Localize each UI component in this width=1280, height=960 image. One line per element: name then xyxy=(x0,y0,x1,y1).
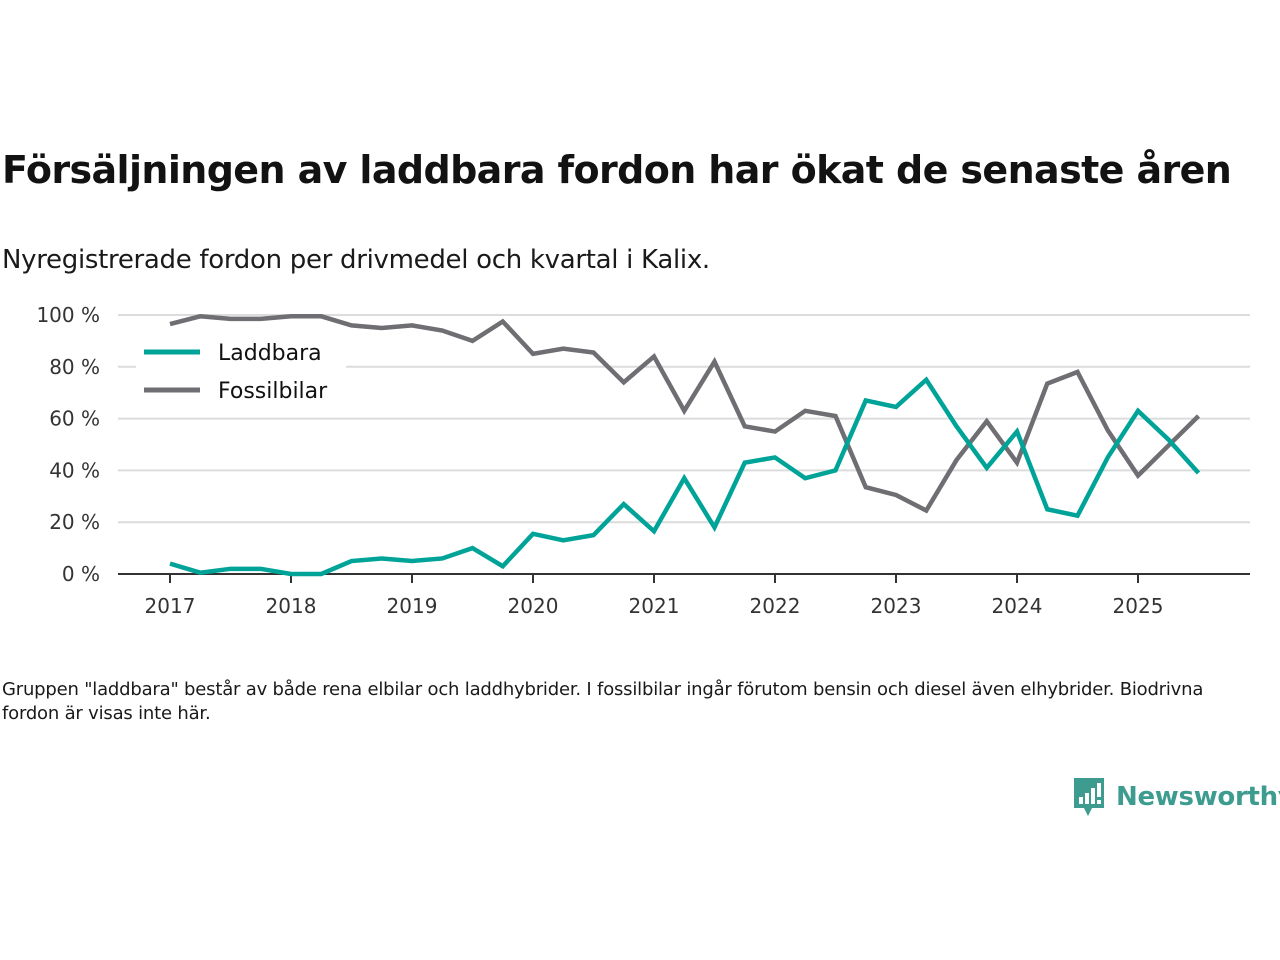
y-tick-label: 40 % xyxy=(49,458,100,482)
y-tick-label: 80 % xyxy=(49,355,100,379)
x-tick-label: 2019 xyxy=(387,594,438,618)
footnote: Gruppen "laddbara" består av både rena e… xyxy=(2,679,1204,724)
legend: Laddbara Fossilbilar xyxy=(136,332,346,412)
x-tick-label: 2020 xyxy=(508,594,559,618)
y-tick-label: 100 % xyxy=(36,303,100,327)
bar-chart-speech-bubble-icon xyxy=(1074,778,1104,816)
y-tick-label: 60 % xyxy=(49,407,100,431)
x-tick-label: 2017 xyxy=(145,594,196,618)
brand-name: Newsworthy xyxy=(1116,782,1280,812)
series-line-fossilbilar xyxy=(169,314,1201,514)
x-tick-label: 2022 xyxy=(750,594,801,618)
x-tick-label: 2023 xyxy=(871,594,922,618)
chart-title: Försäljningen av laddbara fordon har öka… xyxy=(2,148,1232,192)
x-tick-label: 2025 xyxy=(1113,594,1164,618)
y-tick-label: 20 % xyxy=(49,510,100,534)
x-tick-label: 2021 xyxy=(629,594,680,618)
y-axis: 0 % 20 % 40 % 60 % 80 % 100 % xyxy=(36,303,100,586)
legend-background xyxy=(136,332,346,412)
chart-subtitle: Nyregistrerade fordon per drivmedel och … xyxy=(2,245,710,275)
series-line-laddbara xyxy=(169,376,1201,577)
line-chart: 0 % 20 % 40 % 60 % 80 % 100 % 2017 2018 2019 202… xyxy=(36,303,1250,618)
newsworthy-logo[interactable]: Newsworthy xyxy=(1072,776,1280,818)
legend-label-fossilbilar: Fossilbilar xyxy=(218,379,328,404)
legend-label-laddbara: Laddbara xyxy=(218,341,322,366)
series-lines xyxy=(169,314,1201,577)
x-tick-label: 2024 xyxy=(992,594,1043,618)
x-tick-label: 2018 xyxy=(266,594,317,618)
y-tick-label: 0 % xyxy=(62,562,100,586)
x-axis: 2017 2018 2019 2020 2021 2022 2023 2024 2025 xyxy=(118,573,1250,618)
